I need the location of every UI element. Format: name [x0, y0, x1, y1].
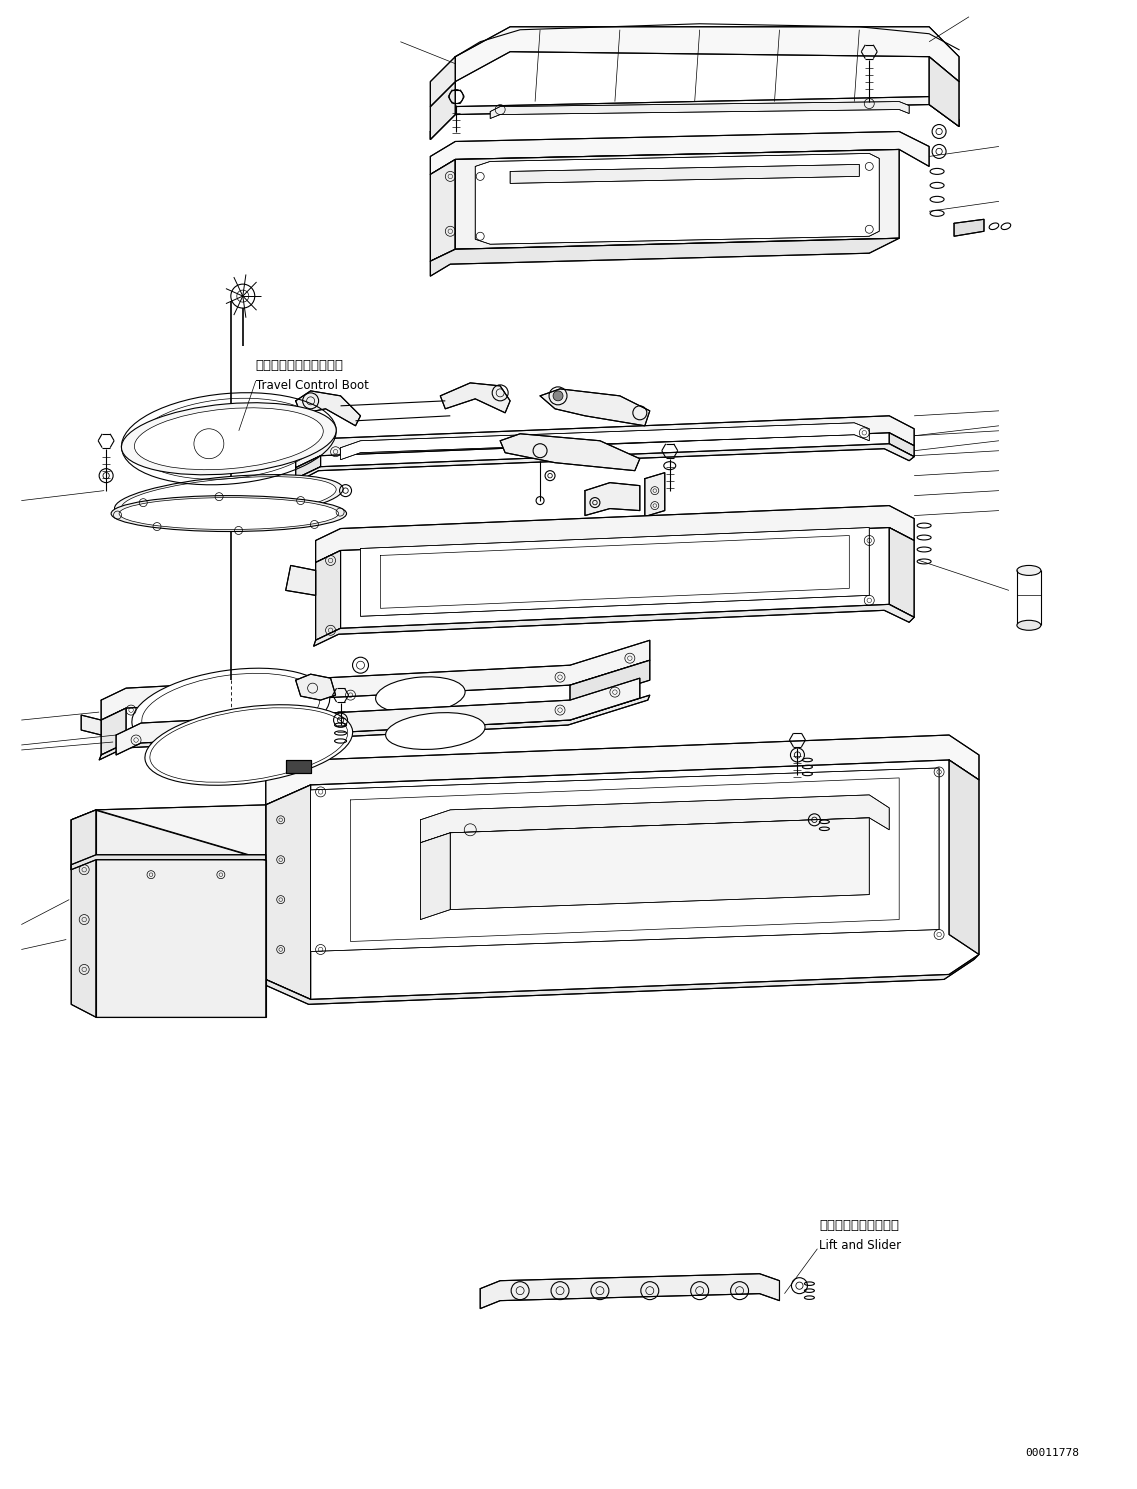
Polygon shape [72, 806, 266, 870]
Polygon shape [511, 164, 860, 183]
Polygon shape [72, 810, 97, 1017]
Polygon shape [949, 759, 979, 954]
Polygon shape [296, 392, 360, 426]
Polygon shape [296, 675, 335, 700]
Polygon shape [116, 677, 640, 755]
Ellipse shape [115, 475, 343, 523]
Text: 走行コントロールブート: 走行コントロールブート [256, 359, 343, 372]
Ellipse shape [375, 677, 465, 713]
Polygon shape [101, 640, 650, 721]
Polygon shape [500, 433, 640, 471]
Polygon shape [430, 131, 929, 174]
Polygon shape [266, 785, 310, 999]
Polygon shape [72, 855, 266, 870]
Polygon shape [264, 954, 979, 1005]
Polygon shape [430, 97, 958, 140]
Polygon shape [570, 660, 650, 706]
Polygon shape [490, 101, 910, 119]
Polygon shape [316, 506, 914, 563]
Circle shape [553, 392, 563, 401]
Polygon shape [645, 472, 665, 517]
Polygon shape [480, 1273, 780, 1309]
Ellipse shape [1016, 566, 1040, 575]
Ellipse shape [1016, 621, 1040, 630]
Polygon shape [341, 423, 870, 460]
Polygon shape [101, 709, 126, 755]
Ellipse shape [111, 496, 347, 532]
Polygon shape [360, 527, 870, 616]
Polygon shape [421, 795, 889, 843]
Text: 00011778: 00011778 [1024, 1449, 1079, 1458]
Polygon shape [430, 159, 455, 261]
Ellipse shape [134, 408, 323, 469]
Polygon shape [889, 527, 914, 618]
Polygon shape [430, 82, 455, 140]
Polygon shape [97, 810, 266, 1017]
Polygon shape [314, 605, 914, 646]
Polygon shape [310, 768, 939, 951]
Ellipse shape [385, 713, 485, 749]
Text: Lift and Slider: Lift and Slider [820, 1239, 902, 1252]
Text: Travel Control Boot: Travel Control Boot [256, 378, 368, 392]
Polygon shape [285, 566, 316, 596]
Polygon shape [450, 817, 870, 910]
Polygon shape [285, 759, 310, 773]
Ellipse shape [150, 707, 348, 782]
Polygon shape [440, 383, 511, 412]
Ellipse shape [142, 673, 319, 747]
Polygon shape [889, 433, 914, 457]
Polygon shape [475, 153, 879, 244]
Polygon shape [455, 27, 958, 82]
Polygon shape [81, 715, 101, 736]
Polygon shape [430, 238, 899, 275]
Polygon shape [99, 695, 650, 759]
Polygon shape [430, 57, 455, 107]
Ellipse shape [122, 402, 337, 475]
Polygon shape [296, 456, 321, 478]
Polygon shape [540, 389, 650, 426]
Text: リフトおよびスライダ: リフトおよびスライダ [820, 1219, 899, 1231]
Polygon shape [316, 551, 341, 640]
Polygon shape [584, 482, 640, 515]
Ellipse shape [119, 497, 339, 530]
Polygon shape [455, 149, 899, 249]
Polygon shape [293, 444, 914, 484]
Ellipse shape [122, 476, 337, 521]
Polygon shape [929, 57, 958, 127]
Polygon shape [954, 219, 984, 237]
Polygon shape [266, 736, 979, 806]
Polygon shape [296, 415, 914, 468]
Polygon shape [421, 832, 450, 920]
Ellipse shape [144, 704, 352, 785]
Ellipse shape [132, 669, 330, 752]
